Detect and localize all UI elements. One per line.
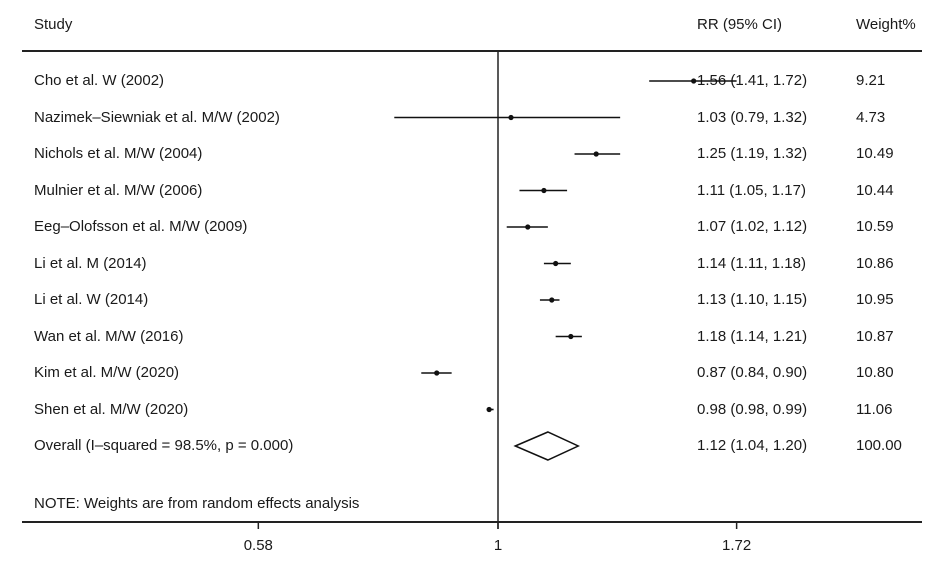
study-point xyxy=(508,114,514,121)
study-ci-text: 0.98 (0.98, 0.99) xyxy=(697,400,808,418)
study-weight: 10.87 xyxy=(856,327,894,345)
study-label: Shen et al. M/W (2020) xyxy=(34,400,189,418)
overall-label: Overall (I–squared = 98.5%, p = 0.000) xyxy=(34,437,294,454)
study-column-header: Study xyxy=(34,16,73,33)
study-point xyxy=(434,370,440,376)
study-point xyxy=(549,297,555,303)
study-ci-text: 1.03 (0.79, 1.32) xyxy=(697,108,808,126)
study-ci-text: 1.14 (1.11, 1.18) xyxy=(697,254,806,272)
study-weight: 9.21 xyxy=(856,72,886,89)
study-point xyxy=(541,187,547,194)
study-ci-text: 1.56 (1.41, 1.72) xyxy=(697,72,808,89)
x-tick-label: 1 xyxy=(494,537,502,554)
study-ci-text: 1.18 (1.14, 1.21) xyxy=(697,327,808,345)
study-point xyxy=(593,151,599,157)
study-label: Nichols et al. M/W (2004) xyxy=(34,145,203,162)
study-weight: 11.06 xyxy=(856,400,893,418)
study-weight: 10.59 xyxy=(856,218,894,235)
study-label: Kim et al. M/W (2020) xyxy=(34,364,180,381)
study-weight: 10.86 xyxy=(856,254,894,272)
overall-weight: 100.00 xyxy=(856,437,902,454)
study-point xyxy=(486,406,492,413)
axis-baseline xyxy=(22,521,922,523)
study-ci-text: 1.11 (1.05, 1.17) xyxy=(697,181,806,199)
study-label: Li et al. W (2014) xyxy=(34,291,149,308)
overall-diamond xyxy=(513,431,581,461)
study-weight: 10.44 xyxy=(856,181,894,199)
study-weight: 10.49 xyxy=(856,145,894,162)
study-label: Mulnier et al. M/W (2006) xyxy=(34,181,203,199)
study-point xyxy=(568,333,574,340)
study-ci-text: 1.07 (1.02, 1.12) xyxy=(697,218,808,235)
x-tick-label: 1.72 xyxy=(722,537,751,554)
study-weight: 10.80 xyxy=(856,364,894,381)
weight-column-header: Weight% xyxy=(856,16,916,33)
study-label: Wan et al. M/W (2016) xyxy=(34,327,184,345)
study-label: Nazimek–Siewniak et al. M/W (2002) xyxy=(34,108,280,126)
header-divider xyxy=(22,50,922,52)
study-label: Li et al. M (2014) xyxy=(34,254,147,272)
study-ci-text: 1.13 (1.10, 1.15) xyxy=(697,291,808,308)
study-weight: 10.95 xyxy=(856,291,894,308)
weights-note: NOTE: Weights are from random effects an… xyxy=(34,495,360,512)
rr-column-header: RR (95% CI) xyxy=(697,16,783,33)
study-point xyxy=(691,78,697,84)
study-point xyxy=(553,260,559,267)
study-ci-text: 1.25 (1.19, 1.32) xyxy=(697,145,808,162)
overall-ci-text: 1.12 (1.04, 1.20) xyxy=(697,437,808,454)
x-tick-label: 0.58 xyxy=(244,537,273,554)
study-point xyxy=(525,224,531,230)
study-label: Eeg–Olofsson et al. M/W (2009) xyxy=(34,218,248,235)
study-weight: 4.73 xyxy=(856,108,886,126)
study-ci-text: 0.87 (0.84, 0.90) xyxy=(697,364,808,381)
study-label: Cho et al. W (2002) xyxy=(34,72,165,89)
